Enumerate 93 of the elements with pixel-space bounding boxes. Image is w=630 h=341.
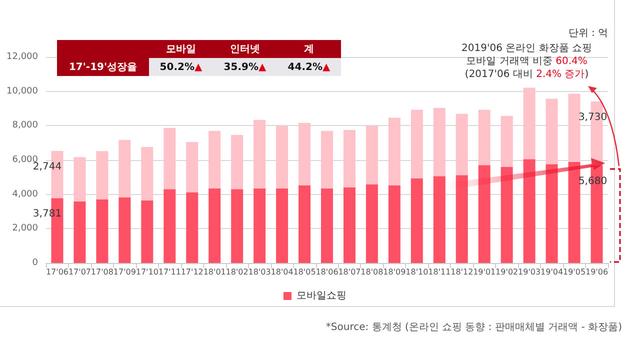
- annotation: (2017'06 대비 2.4% 증가): [464, 69, 589, 80]
- data-label: 2,744: [32, 161, 62, 172]
- bar: [456, 175, 468, 263]
- x-tick-label: 18'04: [270, 268, 294, 276]
- y-tick-label: 0: [32, 258, 38, 268]
- bar: [343, 187, 356, 263]
- bar: [546, 98, 558, 164]
- x-tick-label: 18'08: [360, 268, 384, 276]
- x-tick-label: 18'06: [316, 268, 338, 276]
- bar: [546, 164, 558, 263]
- bar: [276, 188, 288, 263]
- text: *Source: 통계청 (온라인 쇼핑 동향 : 판매매체별 거래액 - 화장품): [326, 321, 622, 334]
- x-tick-label: 19'04: [540, 268, 564, 276]
- x-tick-label: 17'12: [180, 268, 204, 276]
- annotation: 44.2%▲: [277, 58, 341, 76]
- bar: [254, 120, 266, 188]
- x-tick-label: 18'09: [383, 268, 406, 276]
- bar: [366, 126, 378, 184]
- bar: [500, 116, 513, 168]
- bar: [118, 140, 131, 198]
- x-tick-label: 17'10: [136, 268, 158, 276]
- x-tick-label: 19'06: [585, 268, 608, 276]
- x-tick-label: 18'07: [338, 268, 361, 276]
- bar: [568, 94, 580, 162]
- legend-label: 모바일쇼핑: [296, 290, 346, 302]
- bar: [231, 134, 244, 190]
- bar: [523, 159, 536, 263]
- bar: [74, 157, 86, 202]
- bar: [208, 130, 221, 188]
- bar: [433, 176, 446, 263]
- x-tick-label: 18'10: [406, 268, 428, 276]
- bar: [186, 192, 198, 263]
- bar: [321, 130, 333, 188]
- bar: [500, 167, 513, 263]
- annotation: 35.9%▲: [213, 58, 277, 76]
- bar: [186, 142, 198, 192]
- bar: [141, 200, 154, 263]
- bar: [141, 146, 154, 200]
- y-tick-label: 10,000: [6, 86, 38, 96]
- bar: [164, 128, 176, 190]
- x-tick-label: 18'12: [450, 268, 474, 276]
- bar: [366, 184, 378, 263]
- bar: [410, 110, 423, 178]
- bar: [433, 108, 446, 176]
- x-tick-label: 17'09: [113, 268, 136, 276]
- bar: [208, 188, 221, 263]
- x-tick-label: 18'05: [293, 268, 316, 276]
- bar: [74, 201, 86, 263]
- bar: [298, 185, 311, 263]
- bar: [231, 189, 244, 263]
- bar: [388, 185, 400, 263]
- x-tick-label: 18'02: [226, 268, 248, 276]
- bar: [478, 110, 490, 166]
- x-tick-label: 18'03: [248, 268, 271, 276]
- data-label: 3,730: [578, 112, 608, 123]
- bar: [96, 151, 108, 200]
- text: 모바일: [149, 40, 213, 58]
- annotation: 17'-19'성장율: [57, 58, 149, 76]
- x-tick-label: 17'11: [158, 268, 181, 276]
- bar: [343, 130, 356, 188]
- bar: [96, 199, 108, 263]
- bar: [321, 188, 333, 263]
- x-tick-label: 17'07: [68, 268, 91, 276]
- x-tick-label: 18'01: [203, 268, 226, 276]
- bar: [118, 197, 131, 263]
- bar: [164, 189, 176, 263]
- bar: [456, 114, 468, 176]
- text: 2019'06 온라인 화장품 쇼핑: [462, 43, 592, 54]
- text: 계: [277, 40, 341, 58]
- x-tick-label: 19'03: [518, 268, 541, 276]
- bar: [276, 126, 288, 188]
- x-tick-label: 19'01: [473, 268, 496, 276]
- bar: [478, 165, 490, 263]
- bar: [388, 118, 400, 186]
- text: 단위 : 억: [568, 27, 608, 40]
- y-tick-label: 2,000: [12, 224, 38, 234]
- bar: [254, 188, 266, 263]
- x-tick-label: 17'08: [90, 268, 114, 276]
- x-tick-label: 19'02: [496, 268, 518, 276]
- bar: [523, 88, 536, 160]
- bar: [410, 178, 423, 263]
- bar: [298, 122, 311, 186]
- x-tick-label: 19'05: [563, 268, 586, 276]
- x-tick-label: 17'06: [46, 268, 69, 276]
- y-tick-label: 12,000: [6, 52, 38, 62]
- annotation: 모바일 거래액 비중 60.4%: [466, 56, 588, 67]
- annotation: 50.2%▲: [149, 58, 213, 76]
- text: 인터넷: [213, 40, 277, 58]
- bar: [568, 162, 580, 263]
- y-tick-label: 4,000: [12, 189, 38, 200]
- data-label: 5,680: [578, 176, 608, 187]
- x-tick-label: 18'11: [428, 268, 451, 276]
- y-tick-label: 8,000: [12, 120, 38, 131]
